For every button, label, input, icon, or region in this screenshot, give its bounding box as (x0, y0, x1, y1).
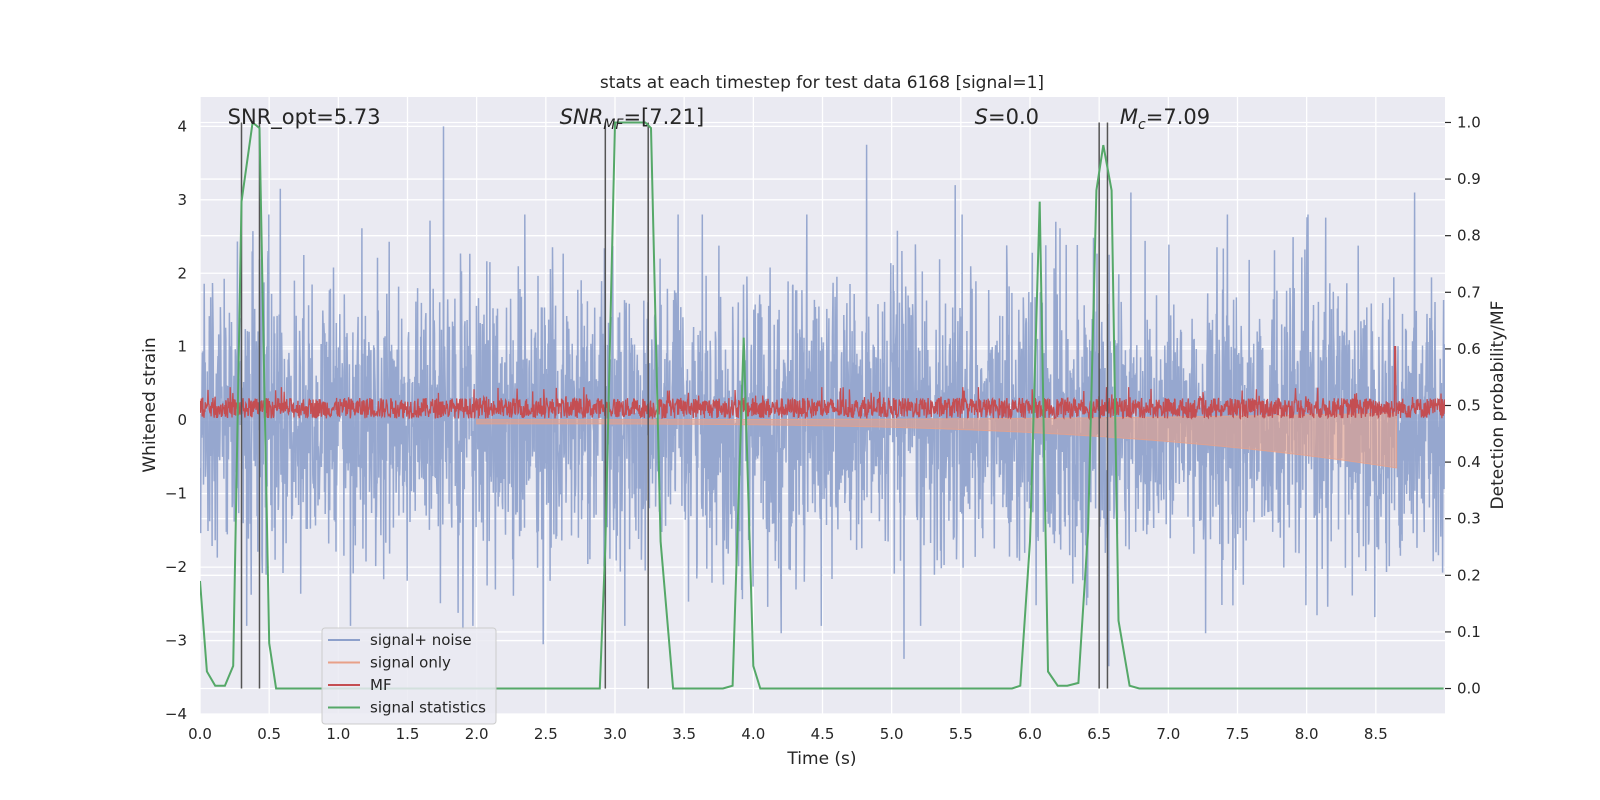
y2-tick-label: 0.6 (1457, 340, 1481, 358)
y-tick-label: 2 (177, 264, 187, 282)
x-tick-label: 1.5 (396, 725, 420, 743)
legend-label: signal+ noise (370, 631, 472, 649)
y-axis-ticks: −4 −3 −2 −1 0 1 2 3 4 (165, 117, 187, 723)
annotation-part: SNR (560, 105, 604, 129)
annotation-part: SNR_opt=5.73 (228, 105, 381, 130)
x-tick-label: 5.5 (949, 725, 973, 743)
y-axis-label: Whitened strain (140, 337, 160, 472)
signal-only-series (476, 412, 1398, 469)
y-tick-label: −4 (165, 705, 187, 723)
y2-axis-label: Detection probability/MF (1488, 301, 1508, 510)
y2-axis-ticks: 0.0 0.1 0.2 0.3 0.4 0.5 0.6 0.7 0.8 0.9 1.0 (1445, 113, 1481, 698)
y2-tick-label: 0.5 (1457, 397, 1481, 415)
x-tick-label: 6.0 (1018, 725, 1042, 743)
x-tick-label: 8.0 (1295, 725, 1319, 743)
x-tick-label: 6.5 (1087, 725, 1111, 743)
y2-tick-label: 0.9 (1457, 170, 1481, 188)
y2-tick-label: 0.8 (1457, 227, 1481, 245)
annotation-text: SNRMF=[7.21] (560, 105, 705, 133)
y-tick-label: 3 (177, 191, 187, 209)
annotation-part: M (1120, 105, 1138, 129)
x-tick-label: 3.0 (603, 725, 627, 743)
signal-statistics-points (200, 122, 1444, 689)
annotation-part: S (975, 105, 988, 129)
x-tick-label: 7.5 (1226, 725, 1250, 743)
x-tick-label: 0.0 (188, 725, 212, 743)
mf-series (200, 346, 1445, 421)
y-tick-label: −1 (165, 485, 187, 503)
annotations: SNR_opt=5.73 SNRMF=[7.21] S=0.0 Mc=7.09 (228, 105, 1210, 133)
x-axis-label: Time (s) (786, 749, 856, 769)
y2-tick-label: 0.3 (1457, 510, 1481, 528)
y2-tick-label: 0.0 (1457, 680, 1481, 698)
y2-tick-label: 0.1 (1457, 623, 1481, 641)
y-tick-label: 0 (177, 411, 187, 429)
y-tick-label: 1 (177, 338, 187, 356)
legend-box (321, 627, 497, 725)
y-tick-label: −2 (165, 558, 187, 576)
annotation-part: =[7.21] (623, 105, 704, 129)
y2-tick-label: 0.7 (1457, 283, 1481, 301)
y-tick-label: 4 (177, 117, 187, 135)
chart-title: stats at each timestep for test data 616… (600, 73, 1044, 93)
x-tick-label: 0.5 (257, 725, 281, 743)
x-tick-label: 4.5 (811, 725, 835, 743)
x-tick-label: 4.0 (741, 725, 765, 743)
annotation-text: Mc=7.09 (1120, 105, 1210, 133)
legend-label: signal statistics (370, 699, 486, 717)
x-tick-label: 5.0 (880, 725, 904, 743)
y2-tick-label: 0.2 (1457, 566, 1481, 584)
annotation-text: SNR_opt=5.73 (228, 105, 381, 130)
x-tick-label: 7.0 (1156, 725, 1180, 743)
x-tick-label: 2.0 (465, 725, 489, 743)
y2-tick-label: 1.0 (1457, 113, 1481, 131)
x-tick-label: 2.5 (534, 725, 558, 743)
plot-content (200, 120, 1445, 690)
y-tick-label: −3 (165, 632, 187, 650)
x-tick-label: 8.5 (1364, 725, 1388, 743)
signal-statistics-series (200, 120, 1444, 690)
legend-label: signal only (370, 654, 451, 672)
x-tick-label: 3.5 (672, 725, 696, 743)
legend: signal+ noise signal only MF signal statist… (321, 627, 497, 725)
annotation-part: =0.0 (988, 105, 1039, 129)
x-tick-label: 1.0 (326, 725, 350, 743)
annotation-text: S=0.0 (975, 105, 1039, 129)
annotation-part: c (1138, 117, 1146, 133)
y2-tick-label: 0.4 (1457, 453, 1481, 471)
annotation-part: =7.09 (1146, 105, 1210, 129)
legend-label: MF (370, 676, 392, 694)
x-axis-ticks: 0.0 0.5 1.0 1.5 2.0 2.5 3.0 3.5 4.0 4.5 5.0 5.5 6.0 6… (188, 725, 1388, 743)
annotation-part: MF (603, 117, 624, 133)
